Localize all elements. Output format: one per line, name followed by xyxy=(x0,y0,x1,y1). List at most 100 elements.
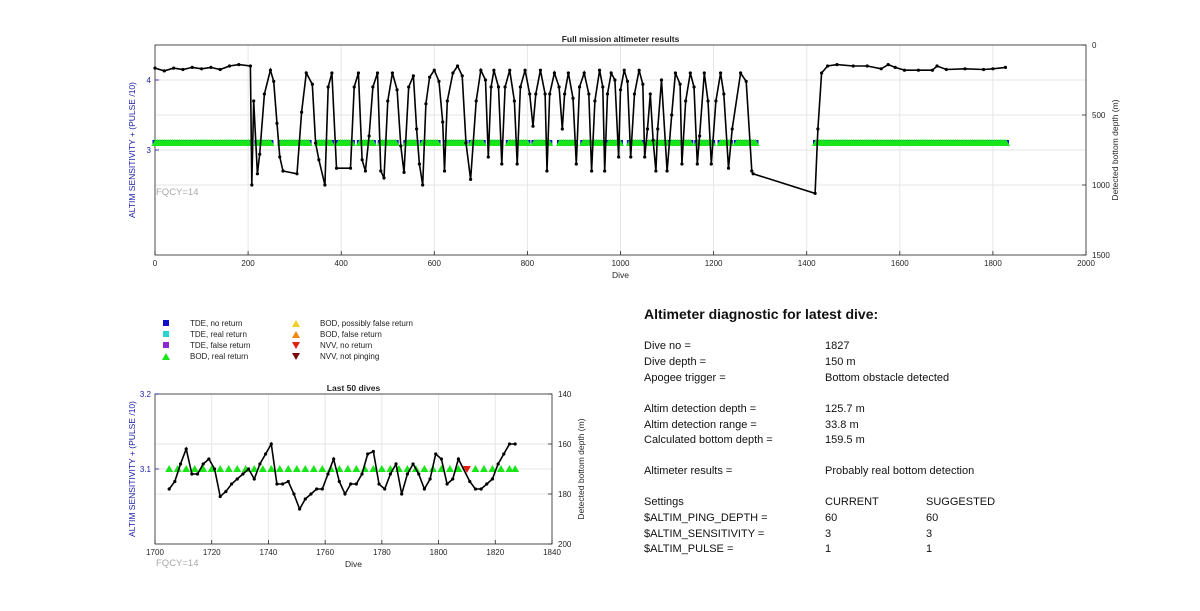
bottom-depth-point xyxy=(571,96,575,100)
bottom-depth-point xyxy=(981,67,986,72)
bottom-depth-point xyxy=(548,92,552,96)
bottom-depth-point xyxy=(500,162,504,166)
diag-value: Bottom obstacle detected xyxy=(825,372,950,384)
bottom-depth-point xyxy=(632,92,637,96)
legend-marker-square-icon xyxy=(163,331,169,337)
bod-real-return-marker xyxy=(369,465,378,472)
bottom-depth-point xyxy=(1003,65,1008,69)
x-tick-label: 1720 xyxy=(203,548,221,557)
legend-label: NVV, not pinging xyxy=(320,352,380,361)
bottom-depth-point xyxy=(528,92,532,96)
diag-label: Dive depth = xyxy=(644,356,707,368)
bod-real-return-marker xyxy=(368,139,377,146)
bottom-depth-point xyxy=(492,68,496,72)
bottom-depth-point xyxy=(252,477,256,481)
bottom-depth-point xyxy=(445,482,449,486)
fqcy-annotation: FQCY=14 xyxy=(156,187,199,198)
bottom-depth-point xyxy=(209,65,213,69)
bottom-depth-point xyxy=(237,63,241,67)
y-left-tick-label: 3.1 xyxy=(140,465,152,474)
bottom-depth-point xyxy=(645,127,650,131)
diag-label: Altim detection depth = xyxy=(644,403,757,415)
chart-title: Full mission altimeter results xyxy=(562,34,680,44)
bod-real-return-marker xyxy=(304,139,313,146)
bottom-depth-point xyxy=(460,74,464,78)
bottom-depth-point xyxy=(744,79,748,83)
bottom-depth-point xyxy=(248,64,253,68)
bod-real-return-marker xyxy=(454,465,463,472)
bottom-depth-point xyxy=(437,79,441,83)
bottom-depth-point xyxy=(190,65,194,69)
bottom-depth-point xyxy=(360,158,364,162)
bottom-depth-point xyxy=(916,68,921,72)
y-right-tick-label: 140 xyxy=(558,390,572,399)
bottom-depth-point xyxy=(618,88,623,92)
bottom-depth-point xyxy=(513,442,517,446)
diag-label: Settings xyxy=(644,496,684,508)
bottom-depth-point xyxy=(356,71,361,75)
bod-real-return-marker xyxy=(284,465,293,472)
bottom-depth-point xyxy=(275,482,279,486)
bod-real-return-marker xyxy=(725,139,734,146)
diag-row-calculated-depth: Calculated bottom depth = 159.5 m xyxy=(644,434,1184,450)
bottom-depth-point xyxy=(402,170,406,174)
bottom-depth-point xyxy=(930,68,934,72)
bottom-depth-point xyxy=(229,482,234,486)
bottom-depth-point xyxy=(643,155,647,159)
x-tick-label: 0 xyxy=(153,259,158,268)
bottom-depth-point xyxy=(258,152,262,156)
bottom-depth-point xyxy=(684,99,688,103)
bottom-depth-point xyxy=(706,99,710,103)
bottom-depth-point xyxy=(629,155,633,159)
diag-label: Dive no = xyxy=(644,340,691,352)
bottom-depth-point xyxy=(417,162,422,166)
x-tick-label: 1200 xyxy=(705,259,723,268)
bottom-depth-point xyxy=(313,141,318,145)
bottom-depth-point xyxy=(851,64,855,68)
bottom-depth-point xyxy=(534,92,538,96)
bottom-depth-point xyxy=(235,477,239,481)
bod-real-return-marker xyxy=(636,139,645,146)
bottom-depth-point xyxy=(262,92,266,96)
diag-row-pulse: $ALTIM_PULSE = 1 1 xyxy=(644,543,1184,559)
bottom-depth-point xyxy=(371,85,375,89)
bottom-depth-point xyxy=(935,64,939,68)
bottom-depth-point xyxy=(819,71,824,75)
bottom-depth-point xyxy=(502,452,506,456)
bottom-depth-point xyxy=(424,102,428,106)
y-left-axis-label: ALTIM SENSITIVITY + (PULSE /10) xyxy=(127,401,137,537)
bottom-depth-point xyxy=(320,487,324,491)
bottom-depth-point xyxy=(557,85,561,89)
diag-row-apogee-trigger: Apogee trigger = Bottom obstacle detecte… xyxy=(644,372,1184,388)
bod-real-return-marker xyxy=(309,465,318,472)
diag-row-sensitivity: $ALTIM_SENSITIVITY = 3 3 xyxy=(644,528,1184,544)
bottom-depth-point xyxy=(434,452,438,456)
bottom-depth-point xyxy=(665,169,669,173)
bod-real-return-marker xyxy=(292,465,301,472)
bottom-depth-point xyxy=(641,82,645,86)
bottom-depth-point xyxy=(698,134,702,138)
bottom-depth-point xyxy=(310,82,314,86)
x-tick-label: 1800 xyxy=(430,548,448,557)
bottom-depth-point xyxy=(173,479,177,484)
bottom-depth-point xyxy=(455,64,460,68)
bod-real-return-marker xyxy=(352,465,361,472)
bottom-depth-point xyxy=(371,449,375,454)
bottom-depth-point xyxy=(227,64,232,68)
bottom-depth-point xyxy=(479,487,483,491)
bottom-depth-point xyxy=(352,85,356,89)
bottom-depth-point xyxy=(326,85,330,89)
bottom-depth-point xyxy=(218,494,222,499)
y-left-axis-label: ALTIM SENSITIVITY + (PULSE /10) xyxy=(127,82,137,218)
bottom-depth-point xyxy=(201,462,205,466)
bottom-depth-point xyxy=(417,472,421,476)
bottom-depth-point xyxy=(269,442,273,446)
diag-value: 60 xyxy=(926,512,939,524)
altimeter-diagnostic-panel: Altimeter diagnostic for latest dive: Di… xyxy=(644,306,1184,566)
diag-label: Altim detection range = xyxy=(644,419,757,431)
bod-real-return-marker xyxy=(751,139,760,146)
bottom-depth-point xyxy=(162,69,166,73)
bod-real-return-marker xyxy=(433,139,442,146)
chart-title: Last 50 dives xyxy=(327,383,381,393)
bottom-depth-point xyxy=(738,71,743,75)
